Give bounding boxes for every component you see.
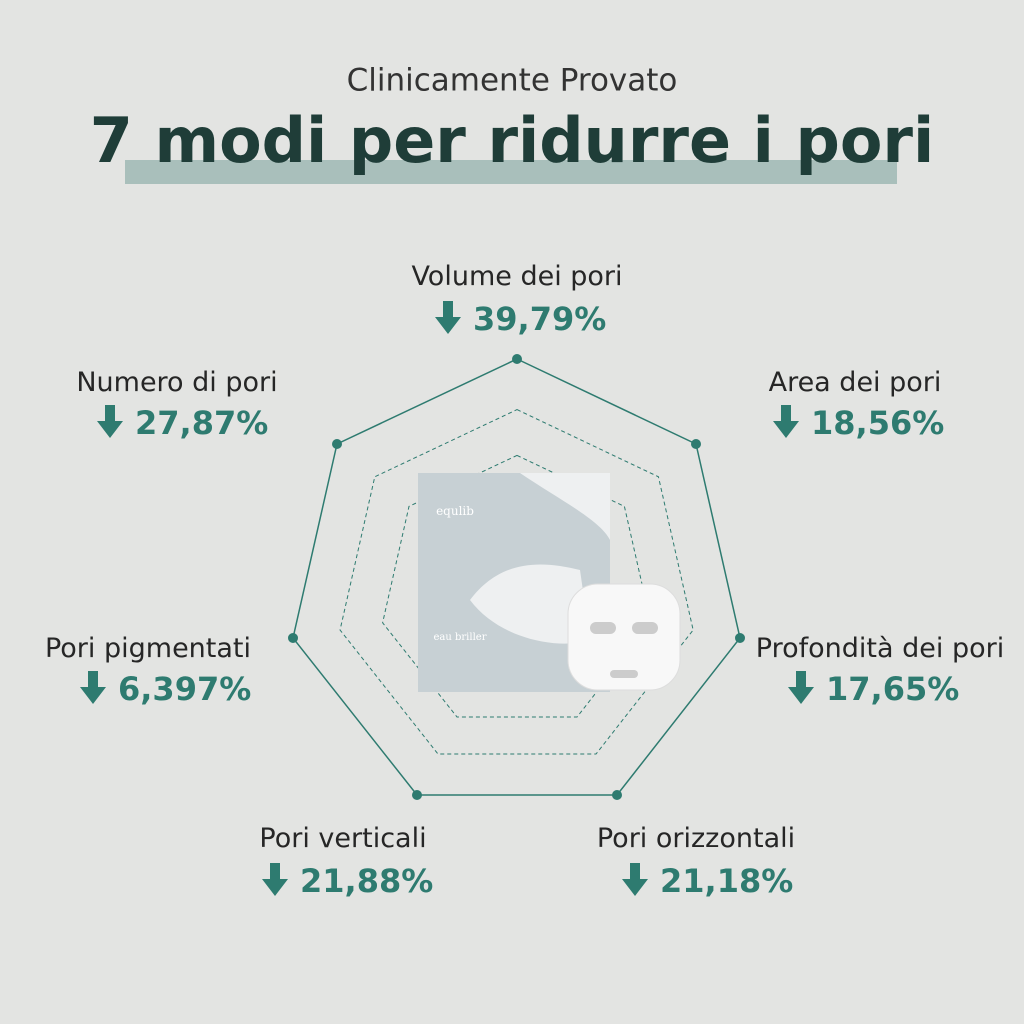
heptagon-outer	[292, 358, 741, 796]
product-name: eau briller	[434, 632, 487, 643]
items: Volume dei pori 39,79% Area dei pori 18,56%…	[45, 261, 1004, 900]
subtitle: Clinicamente Provato	[347, 63, 678, 99]
down-arrow	[773, 405, 799, 438]
item-value: 27,87%	[135, 404, 268, 442]
item-value: 39,79%	[473, 300, 606, 338]
vertex-dot	[332, 439, 342, 449]
item-value: 17,65%	[826, 670, 959, 708]
vertex-dot	[288, 633, 298, 643]
item-label: Volume dei pori	[411, 261, 622, 292]
product-brand: equlib	[436, 504, 474, 518]
mask-eye	[590, 622, 616, 634]
face-mask	[567, 583, 681, 691]
item-value: 21,18%	[660, 862, 793, 900]
vertex-dot	[412, 790, 422, 800]
down-arrow	[80, 671, 106, 704]
item-value: 18,56%	[811, 404, 944, 442]
title-highlight	[125, 160, 897, 184]
down-arrow	[97, 405, 123, 438]
down-arrow	[435, 301, 461, 334]
product-image: equlib eau briller	[418, 473, 681, 692]
down-arrow	[262, 863, 288, 896]
mask-mouth	[610, 670, 638, 678]
down-arrow	[788, 671, 814, 704]
vertex-dot	[612, 790, 622, 800]
item-value: 6,397%	[118, 670, 251, 708]
item-label: Area dei pori	[769, 367, 942, 398]
item-label: Pori verticali	[259, 823, 426, 854]
item-label: Pori orizzontali	[597, 823, 795, 854]
item-label: Numero di pori	[76, 367, 277, 398]
mask-eye	[632, 622, 658, 634]
heptagon	[288, 354, 745, 800]
item-label: Pori pigmentati	[45, 633, 251, 664]
vertex-dot	[691, 439, 701, 449]
down-arrow	[622, 863, 648, 896]
vertex-dot	[512, 354, 522, 364]
heptagon-dashed	[339, 409, 694, 755]
vertex-dot	[735, 633, 745, 643]
item-value: 21,88%	[300, 862, 433, 900]
title: 7 modi per ridurre i pori	[90, 104, 935, 177]
item-label: Profondità dei pori	[756, 633, 1004, 664]
